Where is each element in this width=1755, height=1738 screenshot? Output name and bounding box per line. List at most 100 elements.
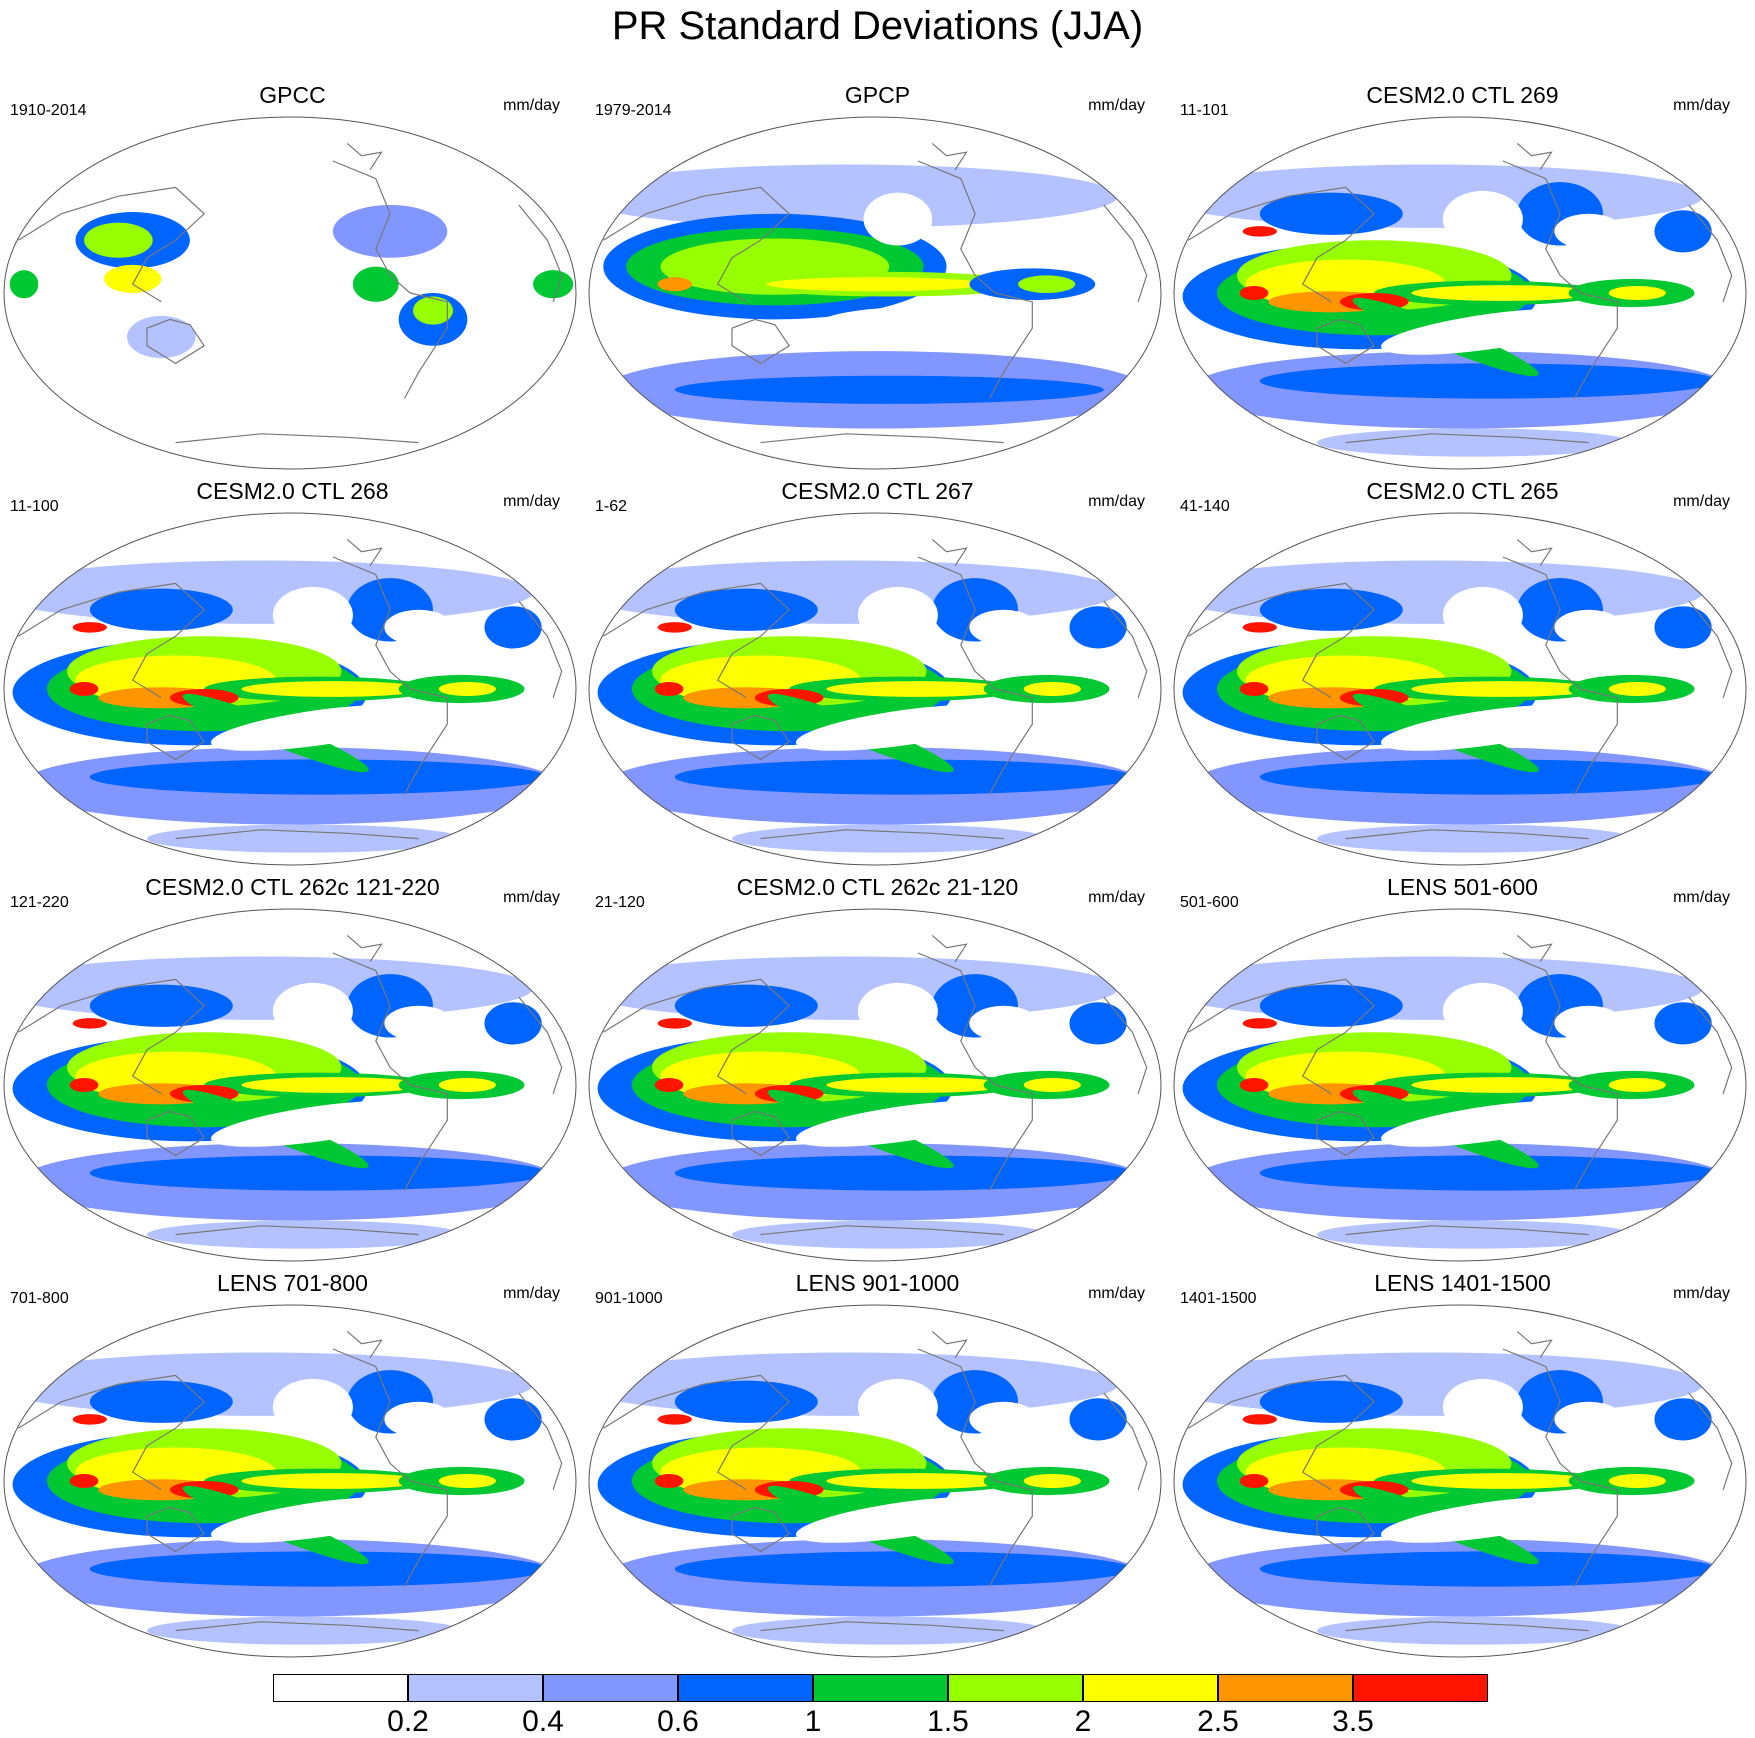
map-panel: CESM2.0 CTL 262c 21-120 21-120 mm/day [585,872,1170,1267]
precip-contour [352,266,399,302]
precip-contour [969,1401,1039,1437]
precip-contour [732,1616,1047,1645]
precip-contour [412,296,454,325]
precip-contour [84,222,153,258]
panel-period: 701-800 [10,1290,69,1307]
precip-contour [1411,681,1595,697]
colorbar-swatch [948,1674,1083,1702]
precip-contour [969,609,1039,645]
panel-title: LENS 1401-1500 [1374,1270,1551,1296]
world-map [588,116,1162,470]
precip-contour [1411,1077,1595,1093]
precip-contour [210,704,427,751]
coastlines [17,142,563,444]
map-panel: CESM2.0 CTL 268 11-100 mm/day [0,476,585,871]
precip-field [589,909,1161,1261]
world-map [1173,512,1747,866]
precip-contour [72,1414,107,1425]
precip-contour [674,984,818,1027]
colorbar-swatch [1218,1674,1353,1702]
precip-contour [1554,1005,1624,1041]
precip-field [4,513,576,865]
map-panel: GPCC 1910-2014 mm/day [0,80,585,475]
world-map [588,1304,1162,1658]
precip-contour [438,1473,496,1489]
precip-contour [272,982,353,1040]
panel-title: CESM2.0 CTL 269 [1366,82,1559,108]
precip-field [1174,513,1746,865]
precip-field [4,1305,576,1657]
precip-field [4,117,576,469]
precip-contour [1554,1401,1624,1437]
world-map [1173,1304,1747,1658]
map-panel: CESM2.0 CTL 269 11-101 mm/day [1170,80,1755,475]
map-border [1173,512,1747,866]
precip-contour [438,1077,496,1093]
coastlines [1187,538,1733,840]
precip-contour [795,1496,1012,1543]
precip-contour [1018,275,1076,294]
precip-contour [1554,213,1624,249]
precip-contour [1317,1616,1632,1645]
colorbar-swatch [273,1674,408,1702]
precip-contour [1000,715,1104,751]
panel-title: CESM2.0 CTL 262c 21-120 [736,874,1019,900]
precip-contour [1259,1380,1403,1423]
precip-contour [1239,285,1269,301]
precip-contour [484,606,542,649]
precip-contour [857,982,938,1040]
precip-field [589,1305,1161,1657]
map-panel: CESM2.0 CTL 262c 121-220 121-220 mm/day [0,872,585,1267]
colorbar-swatch [813,1674,948,1702]
precip-contour [674,375,1104,404]
precip-contour [1069,606,1127,649]
precip-contour [69,681,99,697]
colorbar-label: 3.5 [1332,1705,1374,1738]
precip-contour [69,1077,99,1093]
panel-units: mm/day [503,493,560,510]
precip-field [4,909,576,1261]
precip-contour [1000,1507,1104,1543]
map-border [3,908,577,1262]
precip-contour [272,1378,353,1436]
precip-contour [589,164,1119,228]
world-map [588,908,1162,1262]
coastlines [17,934,563,1236]
precip-contour [1442,1378,1523,1436]
panel-period: 11-100 [10,498,59,515]
precip-contour [438,681,496,697]
map-panel: CESM2.0 CTL 265 41-140 mm/day [1170,476,1755,871]
precip-contour [332,205,448,258]
panel-title: CESM2.0 CTL 262c 121-220 [145,874,440,900]
map-border [1173,908,1747,1262]
precip-contour [1259,1155,1718,1191]
precip-contour [89,759,548,795]
precip-contour [1608,1473,1666,1489]
precip-contour [1585,715,1689,751]
precip-field [589,513,1161,865]
panel-units: mm/day [1088,1285,1145,1302]
map-panel: LENS 701-800 701-800 mm/day [0,1268,585,1663]
precip-contour [1608,1077,1666,1093]
precip-contour [1317,1220,1632,1249]
map-border [3,512,577,866]
precip-contour [654,1473,684,1489]
precip-contour [1259,363,1718,399]
panel-units: mm/day [1673,97,1730,114]
colorbar-swatch [1353,1674,1488,1702]
precip-contour [1411,285,1595,301]
map-border [3,116,577,470]
panel-title: CESM2.0 CTL 265 [1366,478,1559,504]
colorbar-swatch [543,1674,678,1702]
precip-contour [1023,681,1081,697]
map-panel: LENS 901-1000 901-1000 mm/day [585,1268,1170,1663]
precip-contour [241,1473,425,1489]
map-border [588,116,1162,470]
precip-contour [272,586,353,644]
precip-contour [533,270,574,299]
precip-contour [1259,192,1403,235]
precip-contour [9,270,39,299]
precip-contour [415,1111,519,1147]
precip-contour [1317,824,1632,853]
coastlines [602,1330,1148,1632]
